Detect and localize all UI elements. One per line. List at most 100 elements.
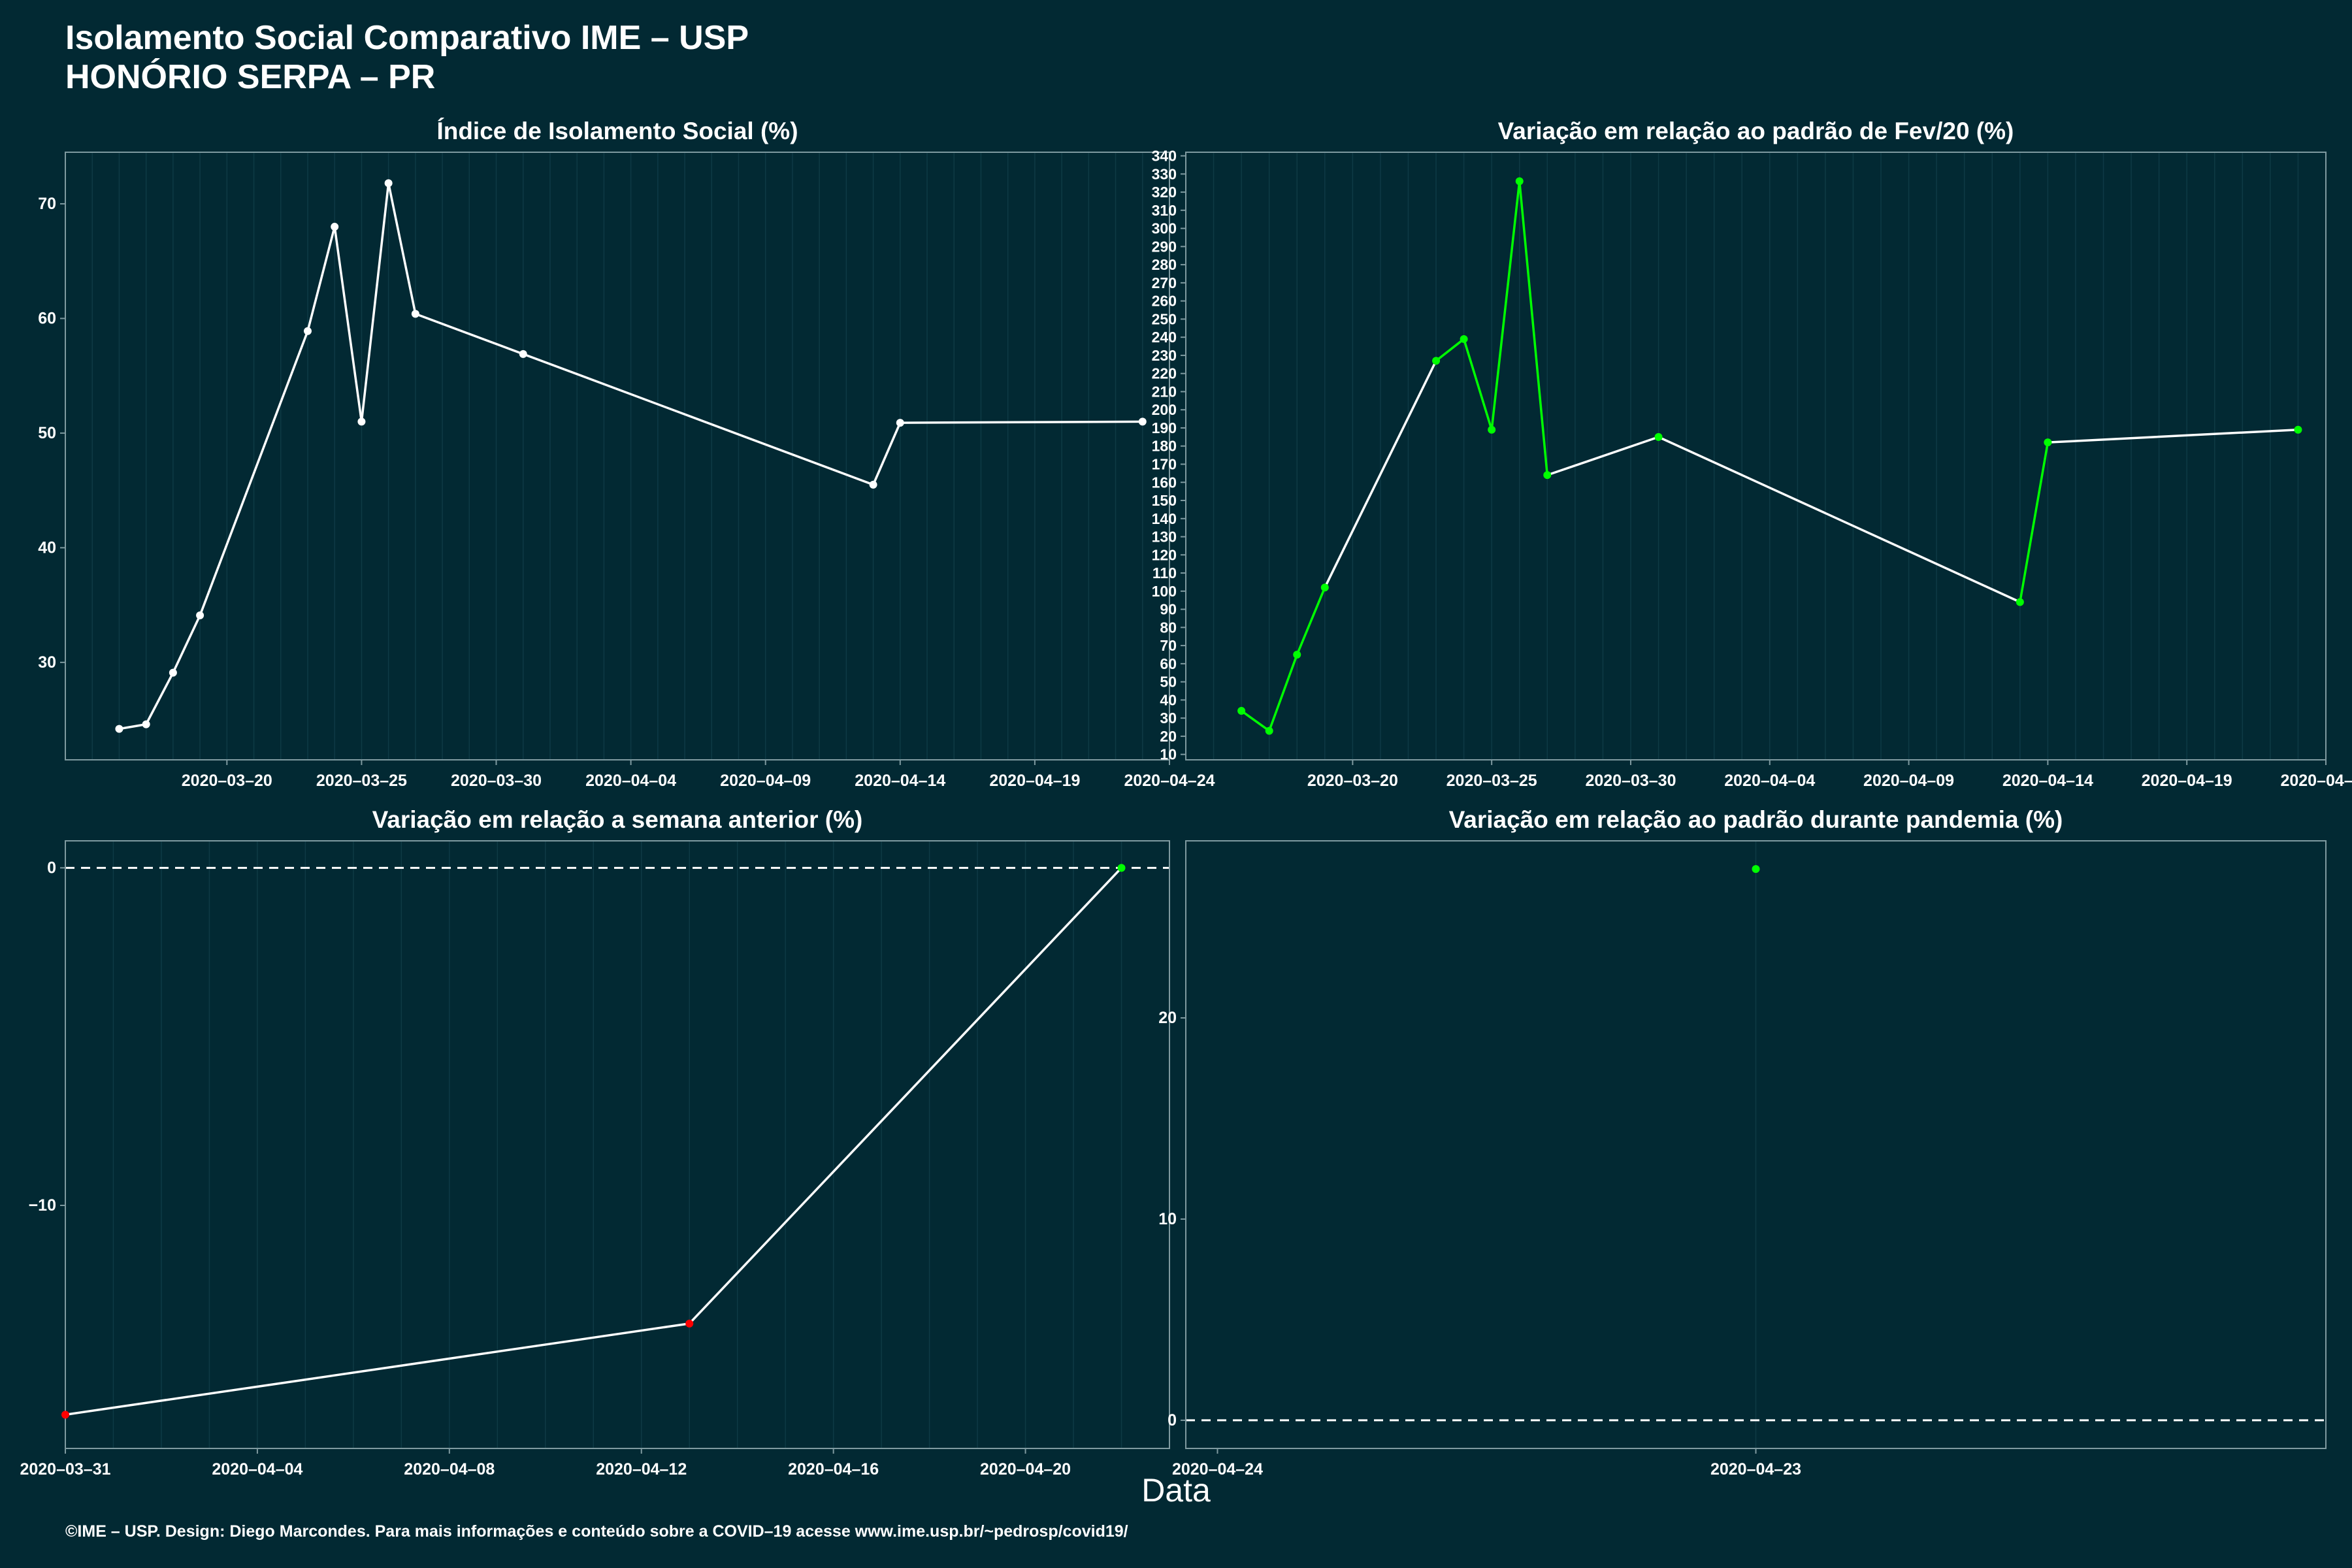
series-line-segment [1241, 710, 1270, 732]
data-point [411, 310, 419, 318]
x-tick-label: 2020–04–09 [720, 772, 811, 790]
y-tick-label: 50 [1160, 674, 1177, 691]
data-point [1432, 357, 1441, 365]
series-line-segment [1268, 654, 1298, 732]
data-point [331, 223, 339, 231]
x-axis-label: Data [1141, 1472, 1211, 1509]
panel-title: Variação em relação ao padrão de Fev/20 … [1498, 118, 2014, 144]
series-line-segment [1658, 436, 2021, 604]
data-point [1543, 471, 1552, 480]
data-point [685, 1319, 694, 1328]
x-tick-label: 2020–04–14 [2002, 772, 2093, 790]
series-line-segment [1546, 436, 1659, 476]
x-tick-label: 2020–04–24 [1124, 772, 1215, 790]
data-point [519, 350, 527, 358]
y-tick-label: 280 [1152, 256, 1177, 273]
chart-title: Isolamento Social Comparativo IME – USP [65, 19, 749, 57]
series-line-segment [333, 226, 363, 422]
panel-title: Variação em relação ao padrão durante pa… [1449, 806, 2063, 833]
data-point [2016, 598, 2024, 606]
x-tick-label: 2020–03–20 [182, 772, 272, 790]
y-tick-label: 160 [1152, 474, 1177, 491]
data-point [1237, 707, 1246, 715]
x-tick-label: 2020–04–12 [596, 1460, 687, 1478]
series-line-segment [145, 672, 174, 725]
data-point [196, 611, 204, 619]
data-point [1460, 335, 1468, 343]
series-line-segment [1490, 181, 1521, 430]
y-tick-label: 60 [1160, 655, 1177, 672]
y-tick-label: 100 [1152, 583, 1177, 600]
y-tick-label: 60 [38, 309, 56, 327]
x-tick-label: 2020–04–19 [989, 772, 1080, 790]
x-tick-label: 2020–03–20 [1307, 772, 1398, 790]
y-tick-label: 70 [38, 195, 56, 213]
data-point [303, 327, 312, 335]
x-tick-label: 2020–03–25 [316, 772, 407, 790]
x-tick-label: 2020–04–20 [980, 1460, 1071, 1478]
series-line-segment [872, 422, 902, 485]
y-tick-label: 200 [1152, 401, 1177, 418]
x-tick-label: 2020–04–04 [585, 772, 676, 790]
series-line-segment [172, 615, 201, 674]
data-point [896, 419, 904, 427]
y-tick-label: 230 [1152, 347, 1177, 364]
data-point [115, 725, 123, 733]
x-tick-label: 2020–04–04 [1724, 772, 1815, 790]
panel-title: Variação em relação a semana anterior (%… [372, 806, 863, 833]
y-tick-label: 80 [1160, 619, 1177, 636]
data-point [2044, 438, 2052, 447]
data-point [1117, 864, 1126, 872]
series-line-segment [360, 183, 390, 422]
series-line-segment [415, 312, 524, 355]
y-tick-label: 120 [1152, 546, 1177, 563]
chart-panel-week-variation: Variação em relação a semana anterior (%… [20, 806, 1263, 1478]
x-tick-label: 2020–04–16 [788, 1460, 879, 1478]
panel-title: Índice de Isolamento Social (%) [436, 118, 798, 144]
chart-panel-isolation: Índice de Isolamento Social (%)304050607… [38, 118, 1215, 790]
y-tick-label: 40 [38, 538, 56, 557]
series-line-segment [1462, 338, 1493, 431]
y-tick-label: 30 [1160, 710, 1177, 727]
data-point [2294, 425, 2302, 434]
x-tick-label: 2020–04–04 [212, 1460, 302, 1478]
data-point [1265, 727, 1273, 735]
panel-border [65, 152, 1170, 760]
x-tick-label: 2020–04–19 [2142, 772, 2232, 790]
y-tick-label: 140 [1152, 510, 1177, 527]
data-point [1752, 865, 1760, 874]
data-point [357, 417, 366, 426]
series-line-segment [199, 331, 309, 616]
y-tick-label: 0 [47, 858, 56, 877]
footer-caption: ©IME – USP. Design: Diego Marcondes. Par… [65, 1522, 1128, 1541]
series-line-segment [387, 183, 417, 314]
series-line-segment [1518, 181, 1549, 476]
y-tick-label: 50 [38, 424, 56, 442]
chart-title-block: Isolamento Social Comparativo IME – USP … [65, 18, 749, 97]
data-point [169, 668, 177, 677]
series-line-segment [2048, 428, 2298, 444]
x-tick-label: 2020–04–08 [404, 1460, 495, 1478]
y-tick-label: 210 [1152, 383, 1177, 400]
y-tick-label: 0 [1168, 1411, 1177, 1429]
y-tick-label: 70 [1160, 637, 1177, 654]
y-tick-label: 90 [1160, 601, 1177, 618]
chart-panel-pandemic-variation: Variação em relação ao padrão durante pa… [1158, 806, 2327, 1478]
series-line-segment [1435, 338, 1465, 362]
x-tick-label: 2020–04–24 [2280, 772, 2352, 790]
series-line-segment [306, 226, 336, 332]
data-point [1320, 583, 1329, 592]
y-tick-label: 270 [1152, 274, 1177, 291]
data-point [61, 1411, 69, 1419]
x-tick-label: 2020–04–09 [1863, 772, 1954, 790]
y-tick-label: 110 [1152, 564, 1177, 581]
series-line-segment [65, 1322, 690, 1416]
y-tick-label: 40 [1160, 691, 1177, 708]
y-tick-label: 220 [1152, 365, 1177, 382]
panel-border [65, 840, 1170, 1449]
y-tick-label: 240 [1152, 329, 1177, 346]
series-line-segment [1296, 587, 1326, 655]
y-tick-label: 250 [1152, 310, 1177, 327]
series-line-segment [119, 723, 146, 730]
